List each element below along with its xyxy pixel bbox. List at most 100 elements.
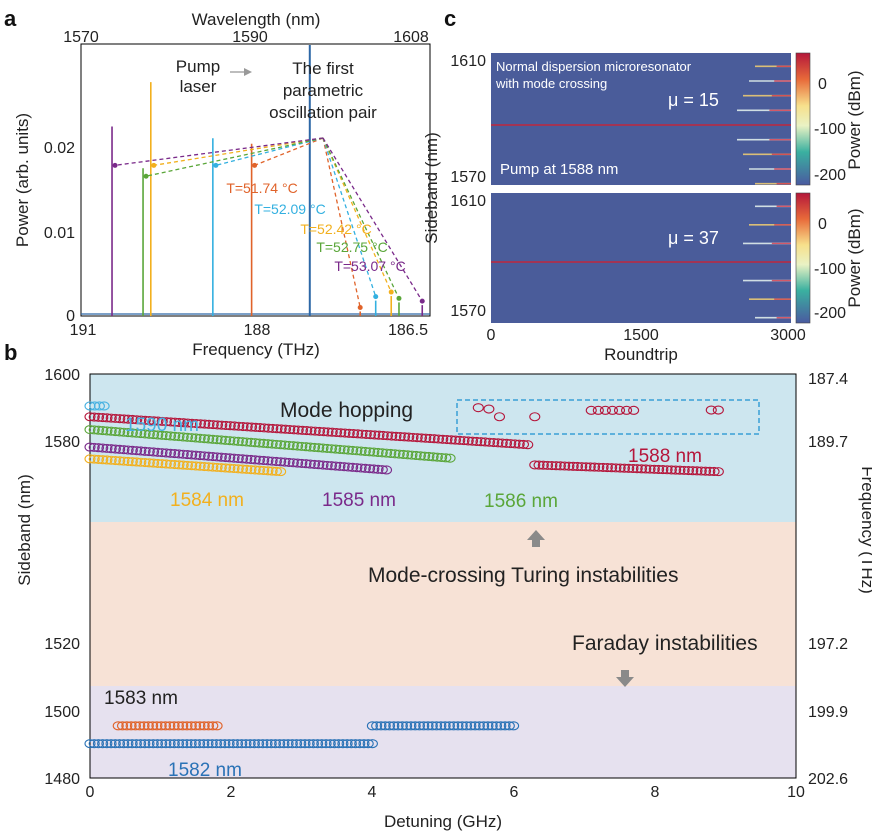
arrow-t1-a xyxy=(254,137,324,166)
point-s1588 xyxy=(441,434,453,445)
point-s1588 xyxy=(492,438,504,448)
pair-label-line2: parametric xyxy=(283,81,364,100)
point-s1584 xyxy=(258,465,270,476)
point-s1586 xyxy=(410,450,422,461)
point-s1582 xyxy=(160,739,172,749)
point-s1584 xyxy=(262,466,274,476)
point-s1588 xyxy=(279,424,292,434)
point-s1586 xyxy=(118,427,130,437)
point-s1588 xyxy=(588,462,601,472)
point-s1582 xyxy=(409,721,421,731)
colorbar-bottom xyxy=(795,192,811,324)
point-s1588 xyxy=(537,460,549,470)
point-s1582 xyxy=(101,739,113,749)
point-s1586 xyxy=(279,440,291,450)
point-s1586 xyxy=(215,435,227,445)
point-s1586 xyxy=(220,435,232,445)
point-s1582 xyxy=(478,721,490,731)
point-s1583 xyxy=(181,721,193,731)
point-s1582 xyxy=(379,721,391,731)
point-s1586 xyxy=(389,449,401,459)
point-s1585 xyxy=(194,451,206,461)
point-s1582 xyxy=(198,739,210,749)
point-s1588 xyxy=(580,462,592,472)
point-s1582 xyxy=(156,739,168,749)
point-s1583 xyxy=(164,721,176,731)
arrowhead-t5-b xyxy=(419,298,425,304)
arrowhead-t3-b xyxy=(388,289,394,295)
point-s1586 xyxy=(334,444,346,454)
point-s1586 xyxy=(292,441,304,451)
point-s1582 xyxy=(448,721,460,731)
point-s1588 xyxy=(674,465,686,475)
pump-label-line1: Pump xyxy=(176,57,220,76)
point-s1583 xyxy=(112,721,124,731)
series-label-1582: 1582 nm xyxy=(168,760,242,781)
point-s1584 xyxy=(114,456,126,466)
hop-point-s1588 xyxy=(628,405,640,415)
point-s1588 xyxy=(275,424,287,434)
point-s1585 xyxy=(160,448,172,458)
point-s1588 xyxy=(292,425,304,435)
point-s1583 xyxy=(211,721,223,731)
point-s1588 xyxy=(546,460,558,471)
point-s1582 xyxy=(290,739,303,749)
point-s1584 xyxy=(160,459,172,469)
panel-a-top-tick: 1608 xyxy=(393,29,429,46)
point-s1585 xyxy=(220,452,232,463)
point-s1582 xyxy=(236,739,248,749)
point-s1586 xyxy=(92,425,105,435)
point-s1588 xyxy=(513,439,525,449)
panel-c-x-tick: 0 xyxy=(487,327,496,344)
panel-a-frame xyxy=(80,43,431,317)
point-s1582 xyxy=(122,739,134,749)
point-s1584 xyxy=(118,456,130,466)
panel-b-x-tick: 8 xyxy=(651,784,660,801)
point-s1588 xyxy=(309,426,321,436)
point-s1582 xyxy=(495,721,507,731)
point-s1586 xyxy=(419,451,431,461)
point-s1582 xyxy=(92,739,104,749)
hop-point-s1588 xyxy=(599,405,611,415)
point-s1588 xyxy=(445,435,457,445)
point-s1590 xyxy=(93,401,105,411)
panel-b-right-tick: 197.2 xyxy=(808,636,848,653)
arrow-t1-b xyxy=(322,137,361,308)
point-s1588 xyxy=(381,431,394,441)
point-s1584 xyxy=(97,455,109,465)
point-s1588 xyxy=(466,436,479,446)
point-s1585 xyxy=(228,453,240,463)
point-s1586 xyxy=(131,428,143,438)
point-s1583 xyxy=(151,721,163,731)
point-s1586 xyxy=(88,425,100,435)
point-s1585 xyxy=(308,459,321,469)
point-s1582 xyxy=(469,721,481,731)
panel-a-y-tick: 0.02 xyxy=(44,140,75,157)
point-s1586 xyxy=(101,426,113,436)
point-s1588 xyxy=(177,418,190,428)
point-s1586 xyxy=(304,442,316,452)
point-s1588 xyxy=(665,465,677,475)
point-s1582 xyxy=(244,739,256,749)
point-s1582 xyxy=(109,739,121,749)
point-s1583 xyxy=(190,721,202,731)
point-s1588 xyxy=(618,463,630,473)
point-s1584 xyxy=(215,463,227,473)
point-s1582 xyxy=(345,739,357,749)
hop-point-s1588 xyxy=(621,405,633,415)
point-s1584 xyxy=(101,455,113,465)
point-s1586 xyxy=(347,445,359,455)
point-s1586 xyxy=(152,430,164,440)
point-s1588 xyxy=(318,427,330,437)
point-s1582 xyxy=(118,739,130,749)
panel-c-heatmaps: Normal dispersion microresonator with mo… xyxy=(422,52,864,364)
point-s1582 xyxy=(482,721,494,731)
arrowhead-t4-a xyxy=(143,173,149,179)
point-s1586 xyxy=(325,444,338,454)
point-s1584 xyxy=(152,458,164,468)
faraday-arrow-icon xyxy=(616,670,634,687)
panel-a-y-tick: 0.01 xyxy=(44,225,75,242)
panel-b-y-tick: 1480 xyxy=(44,771,80,788)
panel-a-arrows xyxy=(112,137,425,310)
point-s1586 xyxy=(393,449,405,459)
